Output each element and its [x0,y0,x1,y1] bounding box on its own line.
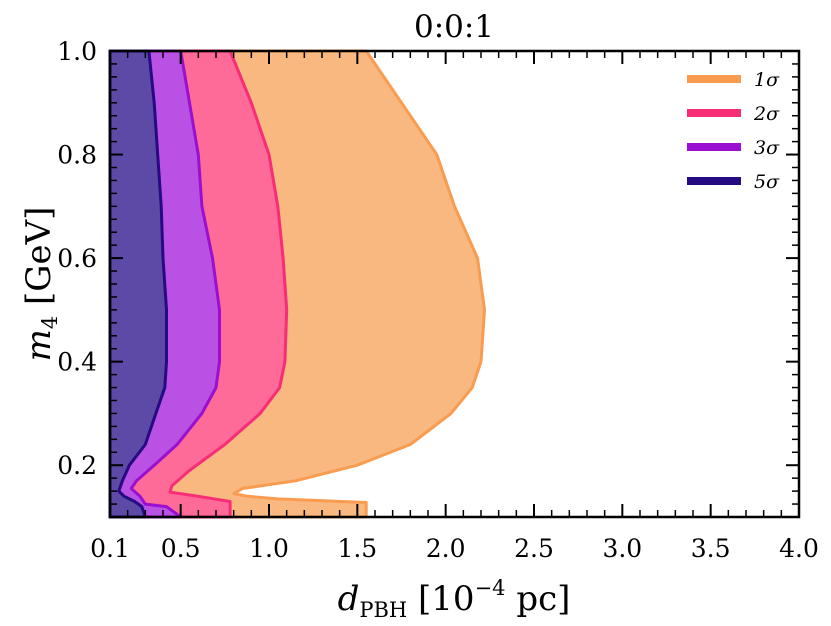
y-tick-label: 0.8 [57,141,97,170]
y-label-subscript: 4 [38,316,62,329]
x-axis-label: dPBH [10−4 pc] [338,576,571,622]
y-label-unit: [GeV] [19,207,59,316]
legend-label-5sigma: 5σ [754,171,780,193]
y-tick-label: 1.0 [57,37,97,66]
band-5sigma [108,49,168,519]
x-tick-label: 1.5 [337,534,377,563]
x-tick-label: 0.1 [90,534,130,563]
confidence-bands [108,49,486,519]
tick-labels: 0.1 0.5 1.0 1.5 2.0 2.5 3.0 3.5 4.0 0.2 0.4 0.6 0.8 1… [57,37,819,563]
x-label-unit-end: pc] [506,579,571,619]
x-tick-label: 2.5 [514,534,554,563]
axis-ticks [109,50,800,517]
y-tick-label: 0.2 [57,451,97,480]
y-tick-label: 0.6 [57,244,97,273]
x-tick-label: 1.0 [249,534,289,563]
x-label-exponent: −4 [475,576,506,600]
x-label-unit-start: [10 [407,579,474,619]
y-axis-label: m4 [GeV] [19,207,62,362]
chart-title: 0:0:1 [414,9,494,45]
legend-label-1sigma: 1σ [754,69,780,91]
x-tick-label: 3.5 [691,534,731,563]
x-tick-label: 2.0 [426,534,466,563]
x-tick-label: 3.0 [602,534,642,563]
legend-label-2sigma: 2σ [753,103,780,125]
x-tick-label: 4.0 [779,534,819,563]
x-label-symbol: d [338,579,360,619]
x-label-subscript: PBH [359,598,407,622]
y-label-symbol: m [19,329,59,361]
legend: 1σ 2σ 3σ 5σ [687,69,780,193]
y-tick-label: 0.4 [57,348,97,377]
x-tick-label: 0.5 [161,534,201,563]
legend-label-3sigma: 3σ [754,137,780,159]
